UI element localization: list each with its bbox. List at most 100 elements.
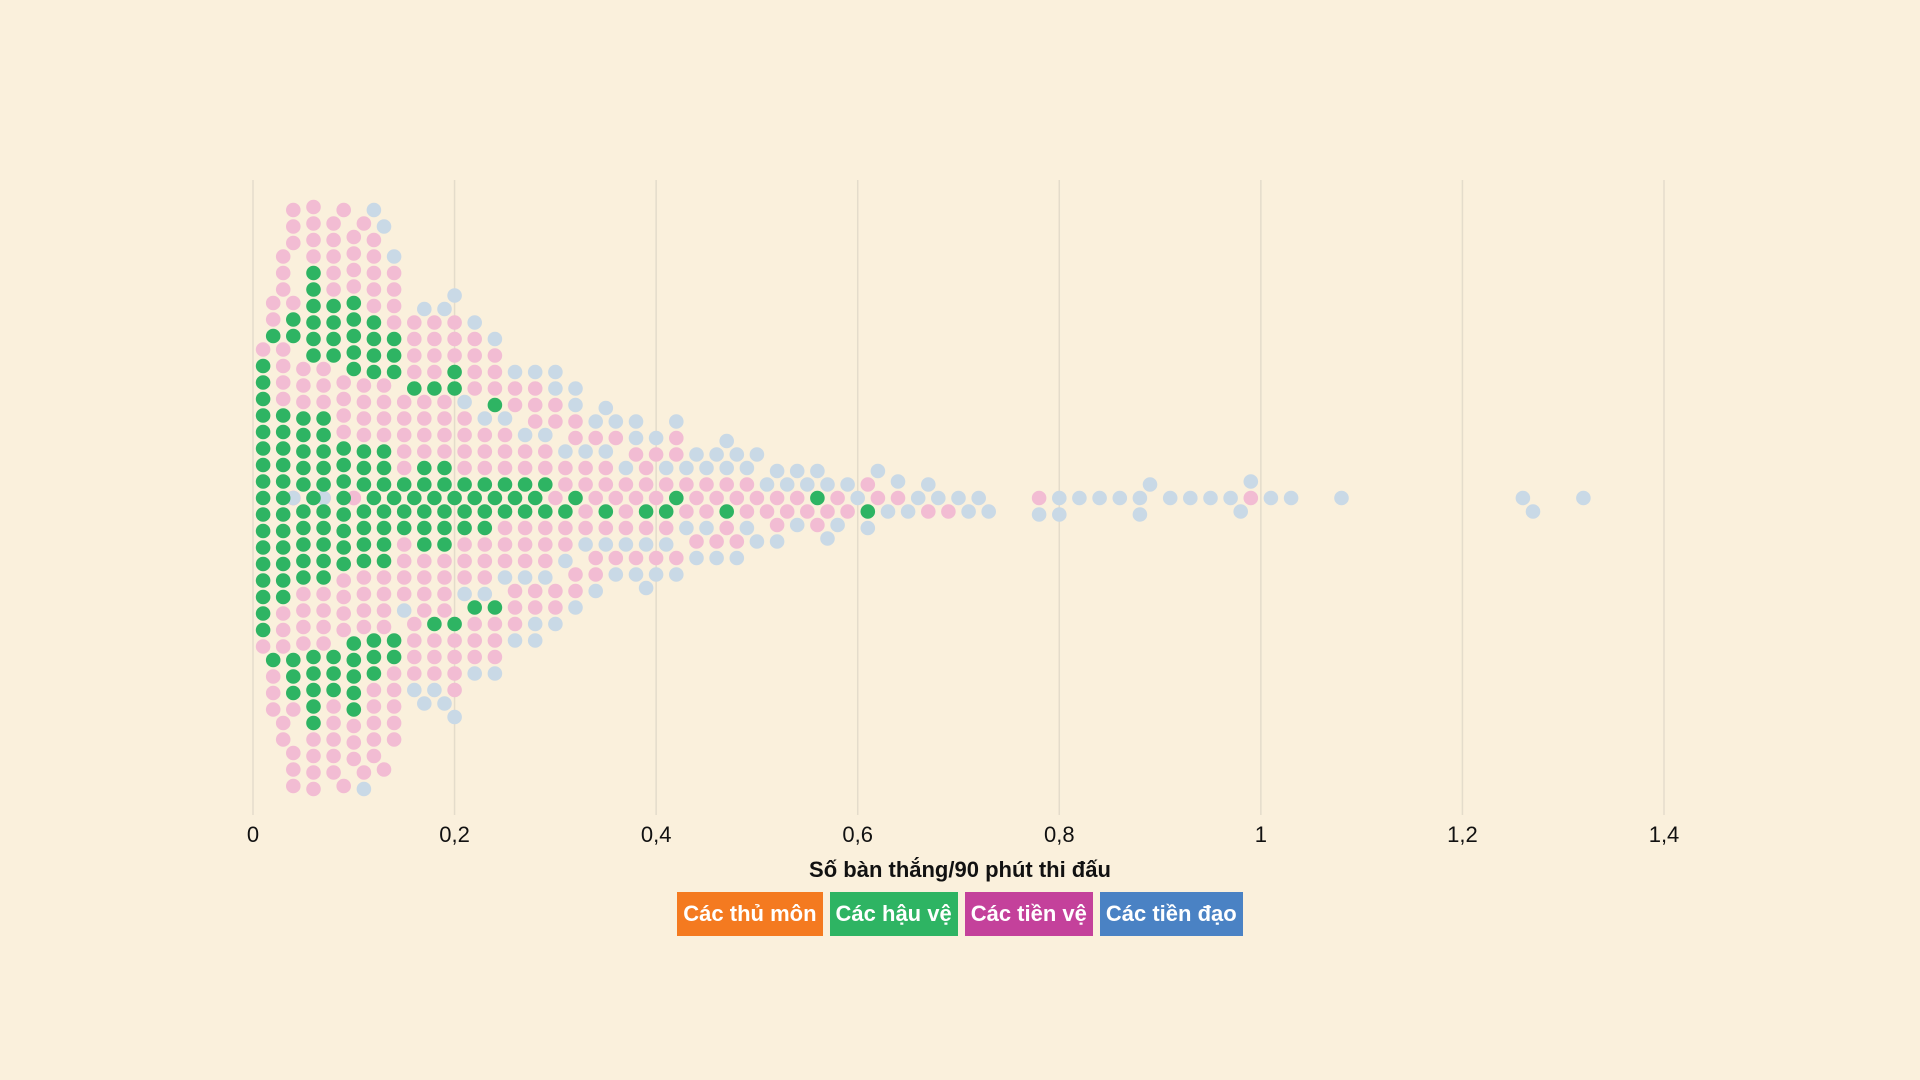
dot-def: [417, 460, 432, 476]
dot-mid: [487, 616, 503, 632]
dot-mid: [306, 765, 321, 780]
dot-fwd: [709, 550, 724, 566]
dot-mid: [407, 666, 422, 681]
dot-def: [417, 477, 432, 492]
dot-mid: [638, 477, 654, 492]
dot-mid: [356, 411, 372, 426]
dot-fwd: [1203, 490, 1218, 506]
dot-mid: [356, 216, 372, 231]
dot-mid: [457, 460, 472, 476]
dot-def: [346, 652, 362, 668]
dot-def: [477, 504, 493, 519]
dot-fwd: [538, 570, 553, 585]
dot-mid: [296, 586, 311, 602]
dot-mid: [306, 199, 321, 215]
dot-def: [316, 411, 331, 426]
dot-fwd: [910, 490, 926, 506]
dot-mid: [306, 249, 321, 264]
dot-mid: [679, 504, 694, 519]
dot-mid: [427, 315, 442, 330]
dot-mid: [306, 732, 321, 747]
dot-def: [255, 507, 271, 522]
dot-mid: [336, 622, 352, 638]
dot-mid: [437, 603, 452, 618]
dot-mid: [1243, 490, 1259, 506]
dot-def: [346, 669, 362, 684]
dot-fwd: [1515, 490, 1531, 506]
dot-mid: [447, 649, 462, 665]
dot-def: [255, 358, 271, 374]
dot-mid: [538, 520, 553, 536]
dot-fwd: [447, 288, 462, 303]
dot-mid: [356, 603, 372, 618]
dot-def: [386, 633, 402, 648]
dot-mid: [306, 748, 321, 764]
dot-def: [296, 427, 311, 443]
dot-def: [346, 345, 362, 360]
dot-mid: [638, 460, 654, 476]
dot-mid: [568, 583, 583, 599]
dot-mid: [376, 427, 392, 443]
dot-def: [275, 573, 291, 588]
dot-def: [356, 537, 372, 552]
dot-mid: [386, 666, 402, 681]
dot-mid: [306, 781, 321, 797]
dot-mid: [427, 649, 442, 665]
dot-def: [366, 666, 382, 681]
x-axis-ticks: 0 0,2 0,4 0,6 0,8 1 1,2 1,4: [247, 822, 1679, 847]
dot-fwd: [669, 567, 684, 582]
dot-mid: [588, 430, 603, 446]
dot-fwd: [618, 537, 634, 552]
dot-mid: [296, 361, 311, 377]
dot-mid: [346, 718, 362, 734]
dot-mid: [608, 550, 624, 566]
x-tick-label: 0,4: [641, 822, 672, 847]
dot-mid: [467, 364, 483, 380]
dot-fwd: [648, 430, 664, 446]
dot-fwd: [598, 444, 614, 459]
dot-def: [487, 490, 503, 506]
dot-mid: [386, 282, 402, 297]
dot-def: [336, 490, 352, 506]
dot-fwd: [386, 249, 402, 264]
dot-def: [296, 553, 311, 569]
legend-button-fwd[interactable]: Các tiền đạo: [1099, 892, 1243, 936]
x-tick-label: 1: [1255, 822, 1267, 847]
dot-fwd: [628, 567, 644, 582]
dot-mid: [336, 573, 352, 588]
dot-mid: [326, 715, 341, 731]
dot-mid: [497, 520, 513, 536]
dot-mid: [346, 229, 362, 245]
dot-mid: [296, 619, 311, 635]
dot-fwd: [749, 534, 765, 549]
legend-button-def[interactable]: Các hậu vệ: [829, 892, 958, 936]
dot-def: [487, 397, 503, 413]
legend-button-gk[interactable]: Các thủ môn: [677, 892, 823, 936]
dot-def: [255, 523, 271, 539]
dot-mid: [618, 504, 634, 519]
dot-def: [275, 408, 291, 423]
dot-mid: [336, 778, 352, 794]
dot-def: [810, 490, 825, 506]
dot-fwd: [890, 474, 906, 489]
dot-def: [306, 315, 321, 330]
dot-mid: [275, 715, 291, 731]
dot-mid: [366, 699, 382, 714]
dot-mid: [447, 682, 462, 698]
dot-def: [296, 537, 311, 552]
dot-mid: [275, 265, 291, 281]
dot-def: [255, 490, 271, 506]
legend-button-mid[interactable]: Các tiền vệ: [964, 892, 1093, 936]
dot-mid: [366, 732, 382, 747]
dot-def: [477, 520, 493, 536]
dot-mid: [477, 553, 493, 569]
dot-fwd: [568, 600, 583, 615]
dot-def: [336, 474, 352, 489]
dot-fwd: [729, 550, 745, 566]
dot-def: [437, 504, 452, 519]
dot-def: [447, 364, 462, 380]
dot-mid: [457, 411, 472, 426]
dot-mid: [800, 504, 815, 519]
dot-def: [306, 699, 321, 714]
